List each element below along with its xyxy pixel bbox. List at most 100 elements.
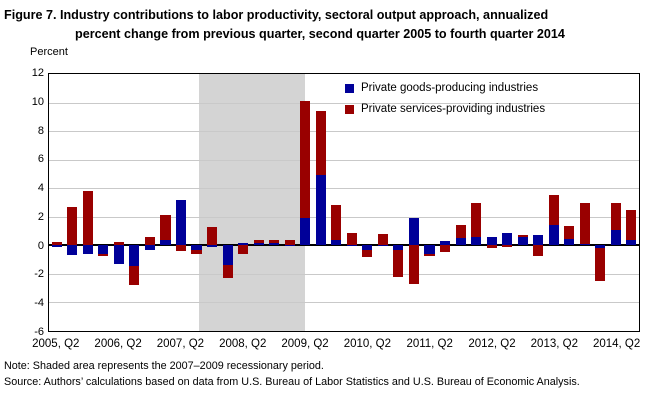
bar-group [173, 74, 189, 331]
bar-group [329, 74, 345, 331]
goods-segment [346, 244, 357, 246]
goods-segment [439, 241, 451, 246]
goods-segment [222, 245, 233, 266]
bar-group [453, 74, 469, 331]
services-segment [408, 245, 420, 284]
y-tick-label: 2 [37, 210, 44, 223]
services-segment [238, 245, 249, 254]
goods-segment [67, 245, 78, 256]
services-segment [67, 206, 78, 246]
note-text: Note: Shaded area represents the 2007–20… [4, 360, 324, 372]
goods-segment [579, 243, 590, 246]
goods-segment [175, 199, 187, 246]
gridline-8 [49, 131, 639, 133]
goods-segment [129, 245, 140, 267]
goods-segment [300, 218, 311, 246]
x-tick-label: 2005, Q2 [32, 338, 80, 350]
bar-group [251, 74, 267, 331]
services-segment [191, 249, 202, 254]
legend-entry: Private services-providing industries [345, 103, 545, 115]
services-segment [331, 205, 342, 240]
y-tick-label: -4 [34, 297, 44, 310]
x-tick-label: 2014, Q2 [592, 338, 641, 350]
services-segment [129, 266, 140, 285]
legend-swatch-icon [345, 104, 354, 114]
legend-label: Private goods-producing industries [361, 82, 539, 94]
goods-segment [533, 234, 544, 246]
services-segment [160, 215, 171, 240]
bar-group [499, 74, 515, 331]
services-segment [362, 250, 373, 258]
services-segment [579, 202, 590, 244]
goods-segment [315, 175, 326, 246]
bar-group [593, 74, 609, 331]
y-tick-label: 4 [37, 182, 44, 195]
bar-group [282, 74, 298, 331]
bar-group [204, 74, 220, 331]
y-tick-label: 6 [37, 153, 44, 166]
goods-segment [517, 236, 528, 246]
services-segment [346, 233, 357, 245]
bar-series-container [49, 74, 639, 331]
bar-group [360, 74, 376, 331]
services-segment [393, 250, 404, 278]
goods-segment [362, 245, 373, 251]
goods-segment [238, 243, 249, 246]
services-segment [439, 245, 451, 253]
goods-segment [51, 245, 62, 247]
bar-group [515, 74, 531, 331]
services-segment [564, 226, 575, 239]
chart-legend: Private goods-producing industries Privat… [345, 82, 545, 124]
goods-segment [284, 244, 295, 246]
bar-group [111, 74, 127, 331]
gridline-6 [49, 159, 639, 161]
services-segment [486, 245, 497, 249]
services-segment [82, 191, 93, 246]
services-segment [51, 241, 62, 246]
y-tick-label: 12 [31, 67, 44, 79]
x-tick-label: 2012, Q2 [468, 338, 516, 350]
goods-segment [207, 245, 218, 247]
gridline-4 [49, 188, 639, 190]
goods-segment [160, 239, 171, 246]
gridline-2 [49, 216, 639, 218]
goods-segment [269, 243, 280, 246]
y-tick-label: 8 [37, 124, 44, 137]
y-tick-label: -6 [34, 326, 44, 338]
goods-segment [377, 244, 388, 246]
bar-group [562, 74, 578, 331]
bar-group [437, 74, 453, 331]
bar-group [375, 74, 391, 331]
legend-swatch-icon [345, 83, 354, 93]
services-segment [533, 245, 544, 257]
recession-shading-band [198, 74, 306, 331]
bar-group [422, 74, 438, 331]
services-segment [284, 240, 295, 245]
goods-segment [408, 218, 420, 246]
services-segment [300, 101, 311, 219]
bar-group [80, 74, 96, 331]
legend-entry: Private goods-producing industries [345, 82, 545, 94]
goods-segment [82, 245, 93, 254]
y-tick-label: 0 [37, 239, 44, 252]
services-segment [113, 242, 124, 246]
services-segment [626, 210, 637, 240]
bar-group [49, 74, 65, 331]
x-tick-label: 2006, Q2 [94, 338, 142, 350]
source-text: Source: Authors’ calculations based on d… [4, 376, 580, 388]
goods-segment [144, 245, 155, 250]
x-tick-label: 2009, Q2 [281, 338, 329, 350]
figure-title-line2: percent change from previous quarter, se… [75, 27, 565, 41]
services-segment [471, 202, 482, 238]
x-tick-label: 2007, Q2 [156, 338, 205, 350]
bar-group [391, 74, 407, 331]
x-tick-label: 2008, Q2 [219, 338, 267, 350]
bar-group [142, 74, 158, 331]
goods-segment [626, 239, 637, 246]
goods-segment [331, 239, 342, 246]
services-segment [175, 245, 187, 252]
services-segment [269, 240, 280, 244]
services-segment [424, 253, 435, 257]
services-segment [502, 245, 513, 248]
services-segment [207, 226, 218, 246]
